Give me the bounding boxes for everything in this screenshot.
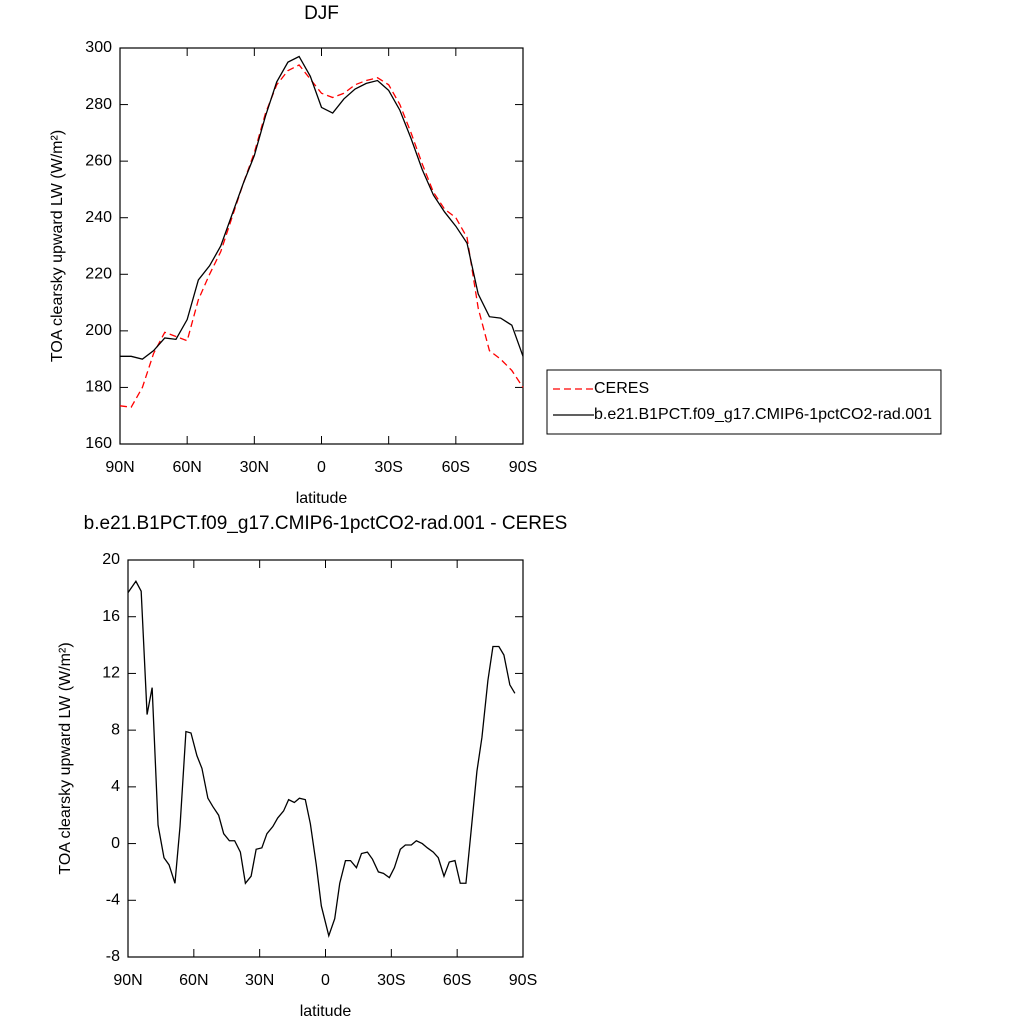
- x-axis-label: latitude: [300, 1003, 352, 1020]
- y-tick-label: 220: [85, 266, 112, 283]
- x-tick-label: 60N: [172, 459, 201, 476]
- y-tick-label: 240: [85, 209, 112, 226]
- y-axis-label: TOA clearsky upward LW (W/m²): [57, 642, 74, 874]
- y-tick-label: 4: [111, 778, 120, 795]
- y-tick-label: 260: [85, 152, 112, 169]
- y-tick-label: 300: [85, 39, 112, 56]
- x-tick-label: 30N: [240, 459, 269, 476]
- data-line: [120, 55, 524, 360]
- y-tick-label: 20: [102, 551, 120, 568]
- legend-label: b.e21.B1PCT.f09_g17.CMIP6-1pctCO2-rad.00…: [594, 406, 932, 423]
- y-tick-label: 180: [85, 379, 112, 396]
- x-tick-label: 90S: [509, 972, 537, 989]
- x-tick-label: 90N: [113, 972, 142, 989]
- y-tick-label: -8: [106, 948, 120, 965]
- x-tick-label: 60S: [442, 459, 470, 476]
- legend-frame: [546, 369, 942, 435]
- x-tick-label: 90N: [105, 459, 134, 476]
- x-tick-label: 90S: [509, 459, 537, 476]
- y-tick-label: 160: [85, 435, 112, 452]
- x-tick-label: 30N: [245, 972, 274, 989]
- x-tick-label: 0: [317, 459, 326, 476]
- y-tick-label: 12: [102, 665, 120, 682]
- y-tick-label: 0: [111, 835, 120, 852]
- legend-label: CERES: [594, 380, 649, 397]
- x-tick-label: 60N: [179, 972, 208, 989]
- x-tick-label: 0: [321, 972, 330, 989]
- x-tick-label: 30S: [377, 972, 405, 989]
- y-axis-label: TOA clearsky upward LW (W/m²): [49, 130, 66, 362]
- plot-frame: [127, 559, 524, 958]
- chart-title: DJF: [304, 3, 339, 24]
- x-axis-label: latitude: [296, 490, 348, 507]
- y-tick-label: 16: [102, 608, 120, 625]
- y-tick-label: 280: [85, 96, 112, 113]
- x-tick-label: 60S: [443, 972, 471, 989]
- data-line: [119, 64, 524, 408]
- y-tick-label: -4: [106, 892, 120, 909]
- y-tick-label: 8: [111, 721, 120, 738]
- chart-title: b.e21.B1PCT.f09_g17.CMIP6-1pctCO2-rad.00…: [84, 513, 568, 534]
- y-tick-label: 200: [85, 322, 112, 339]
- data-line: [127, 580, 516, 938]
- x-tick-label: 30S: [374, 459, 402, 476]
